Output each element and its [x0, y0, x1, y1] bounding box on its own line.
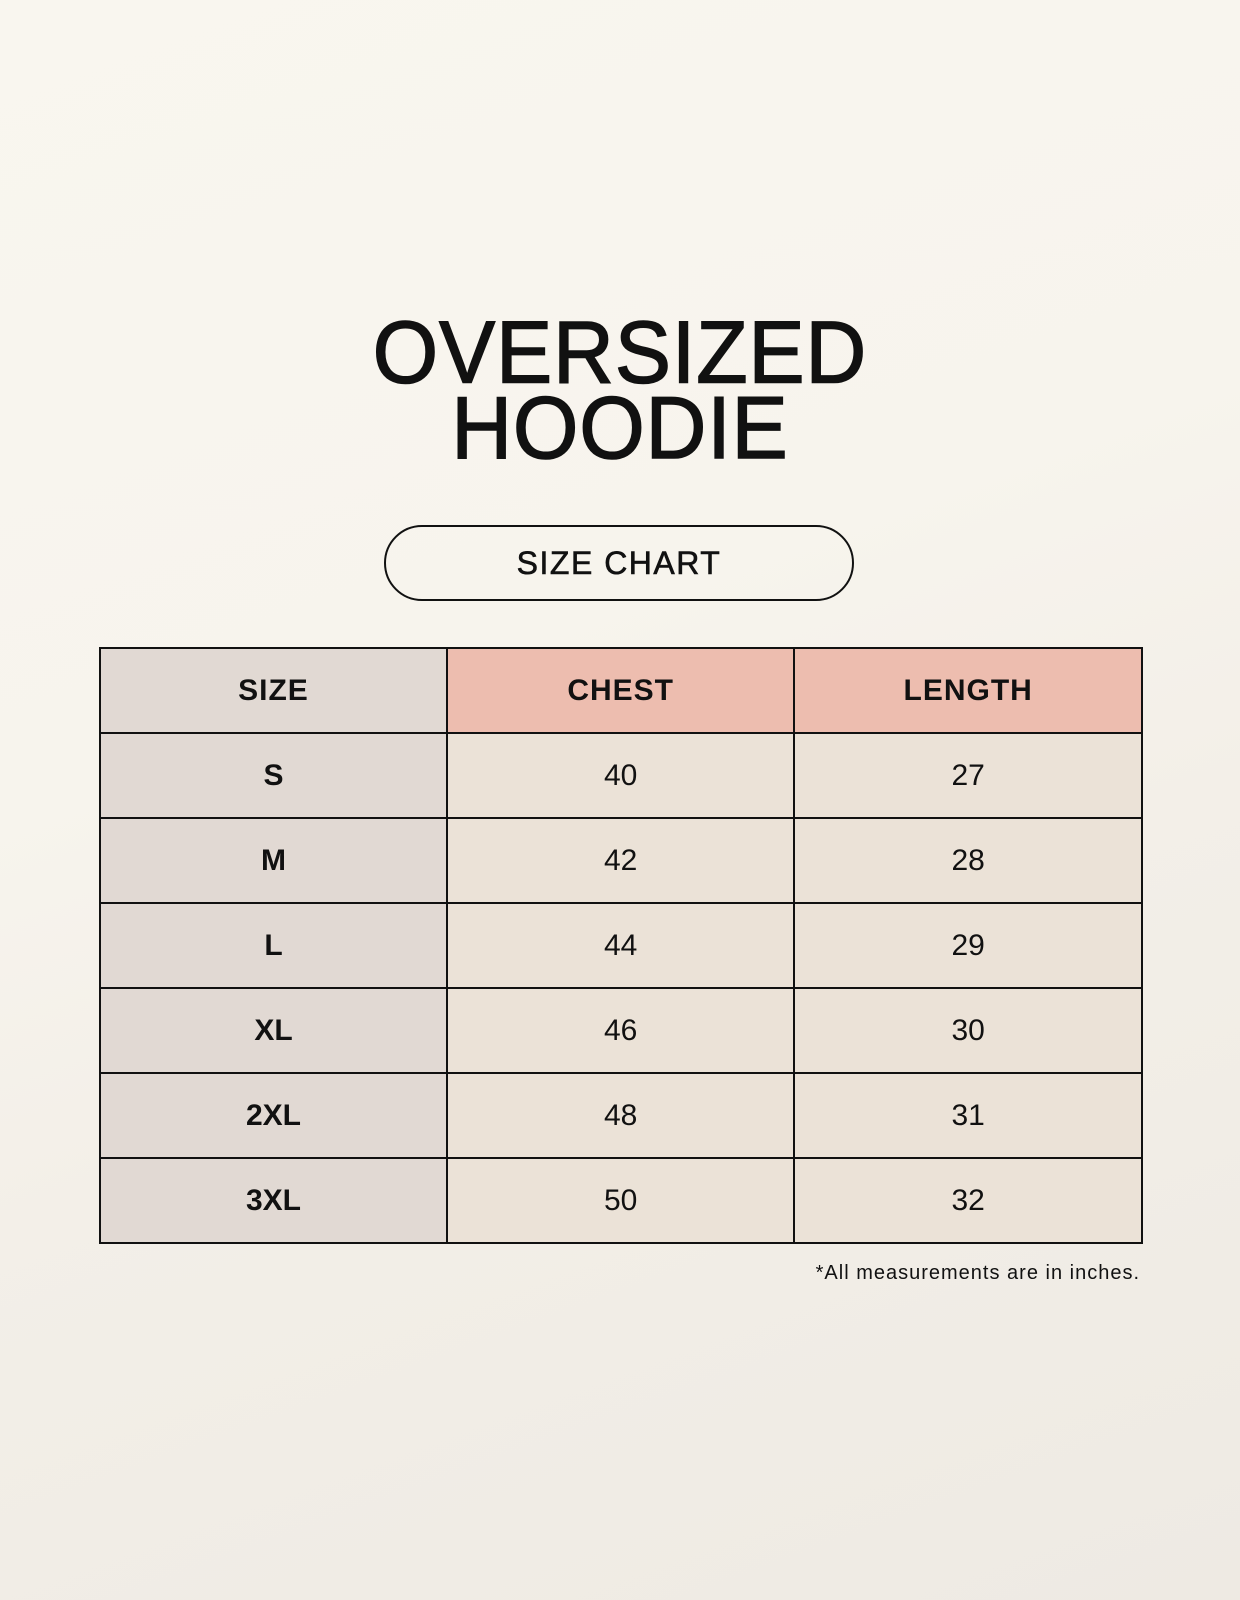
- footnote: *All measurements are in inches.: [815, 1262, 1140, 1284]
- cell-chest: 48: [445, 1072, 796, 1159]
- cell-chest: 40: [445, 732, 796, 819]
- cell-chest: 46: [445, 987, 796, 1074]
- cell-size: 2XL: [99, 1072, 448, 1159]
- cell-length: 31: [793, 1072, 1143, 1159]
- table-row: M 42 28: [99, 817, 1143, 904]
- size-chart-badge: SIZE CHART: [384, 525, 854, 601]
- cell-length: 32: [793, 1157, 1143, 1244]
- title-line-2: HOODIE: [451, 378, 789, 478]
- cell-size: M: [99, 817, 448, 904]
- table-row: S 40 27: [99, 732, 1143, 819]
- cell-chest: 50: [445, 1157, 796, 1244]
- page-title: OVERSIZED HOODIE: [0, 302, 1240, 478]
- cell-size: L: [99, 902, 448, 989]
- table-row: 3XL 50 32: [99, 1157, 1143, 1244]
- header-length: LENGTH: [793, 647, 1143, 734]
- size-table: SIZE CHEST LENGTH S 40 27 M 42 28 L 44 29 XL 46 30 2…: [99, 647, 1143, 1244]
- header-size: SIZE: [99, 647, 448, 734]
- cell-size: 3XL: [99, 1157, 448, 1244]
- table-row: 2XL 48 31: [99, 1072, 1143, 1159]
- table-row: XL 46 30: [99, 987, 1143, 1074]
- cell-length: 28: [793, 817, 1143, 904]
- cell-chest: 44: [445, 902, 796, 989]
- cell-length: 30: [793, 987, 1143, 1074]
- table-header-row: SIZE CHEST LENGTH: [99, 647, 1143, 734]
- cell-length: 29: [793, 902, 1143, 989]
- table-row: L 44 29: [99, 902, 1143, 989]
- cell-chest: 42: [445, 817, 796, 904]
- header-chest: CHEST: [445, 647, 796, 734]
- cell-size: XL: [99, 987, 448, 1074]
- cell-size: S: [99, 732, 448, 819]
- cell-length: 27: [793, 732, 1143, 819]
- title-line-1: OVERSIZED: [372, 302, 868, 402]
